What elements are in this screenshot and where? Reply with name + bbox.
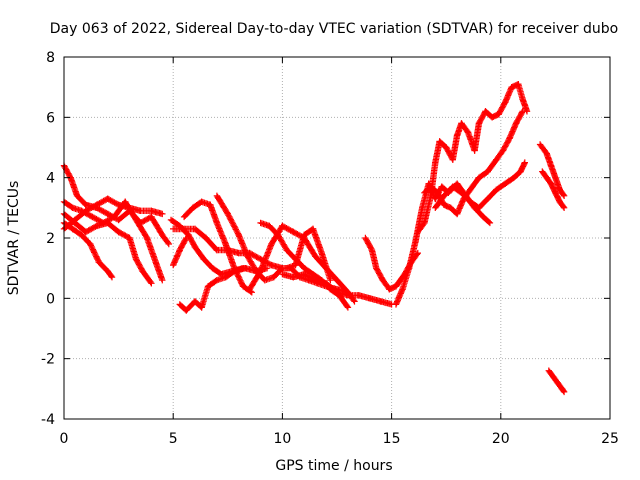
- y-tick-label: 6: [46, 110, 55, 126]
- data-point-run: [246, 268, 264, 293]
- data-point-run: [104, 268, 116, 281]
- y-tick-label: -2: [41, 352, 55, 368]
- data-series-group: [60, 81, 568, 396]
- data-point-run: [519, 96, 531, 115]
- series-sat-w: [545, 367, 568, 396]
- data-point-run: [467, 174, 483, 193]
- series-sat-r: [414, 81, 531, 236]
- data-point-run: [274, 231, 290, 254]
- data-point-run: [480, 213, 494, 227]
- x-tick-label: 0: [60, 431, 69, 447]
- data-point-run: [176, 234, 190, 254]
- y-tick-label: 8: [46, 50, 55, 66]
- data-point-run: [484, 156, 500, 175]
- data-point-run: [191, 243, 207, 263]
- data-point-run: [148, 213, 166, 239]
- series-sat-s: [421, 108, 526, 218]
- data-point-run: [512, 108, 526, 127]
- x-axis-label: GPS time / hours: [275, 458, 392, 474]
- data-point-run: [292, 231, 308, 269]
- data-point-run: [202, 234, 221, 254]
- series-sat-g: [170, 234, 190, 269]
- x-tick-label: 10: [273, 431, 291, 447]
- data-point-run: [224, 210, 242, 239]
- x-axis-ticks: 0 5 10 15 20 25: [60, 57, 619, 447]
- data-point-run: [373, 265, 387, 284]
- data-point-run: [362, 234, 376, 254]
- data-point-run: [257, 240, 275, 275]
- data-point-run: [421, 192, 435, 227]
- data-point-run: [191, 225, 210, 242]
- y-axis-label: SDTVAR / TECUs: [6, 181, 22, 296]
- data-point-run: [152, 258, 166, 284]
- x-tick-label: 5: [169, 431, 178, 447]
- series-sat-n: [279, 271, 395, 308]
- data-point-run: [366, 295, 384, 305]
- chart-title: Day 063 of 2022, Sidereal Day-to-day VTE…: [50, 21, 618, 37]
- data-point-run: [185, 231, 199, 251]
- series-sat-e: [60, 210, 155, 287]
- series-sat-d: [60, 195, 166, 233]
- data-point-run: [333, 277, 352, 296]
- data-point-run: [132, 255, 146, 275]
- data-point-run: [517, 159, 528, 175]
- data-point-run: [556, 186, 568, 199]
- series-sat-v: [539, 168, 568, 211]
- y-tick-label: 4: [46, 171, 55, 187]
- data-point-run: [471, 120, 483, 154]
- data-point-run: [322, 280, 341, 296]
- series-sat-u: [536, 141, 568, 199]
- y-tick-label: -4: [41, 412, 55, 428]
- data-point-run: [318, 249, 334, 284]
- x-tick-label: 15: [383, 431, 401, 447]
- y-tick-label: 0: [46, 291, 55, 307]
- data-point-run: [432, 192, 448, 211]
- data-point-run: [495, 99, 509, 118]
- data-point-run: [132, 216, 151, 242]
- data-point-run: [244, 252, 260, 275]
- data-point-run: [159, 231, 172, 248]
- data-point-run: [449, 132, 461, 163]
- data-point-run: [104, 219, 122, 236]
- data-point-run: [139, 268, 155, 287]
- data-point-run: [556, 198, 568, 211]
- data-point-run: [148, 207, 166, 218]
- y-axis-ticks: -4 -2 0 2 4 6 8: [41, 50, 610, 428]
- y-tick-label: 2: [46, 231, 55, 247]
- data-point-run: [405, 237, 419, 272]
- series-sat-o: [283, 225, 334, 284]
- data-point-run: [558, 385, 568, 396]
- data-point-run: [377, 298, 395, 308]
- x-tick-label: 20: [492, 431, 510, 447]
- x-tick-label: 25: [601, 431, 619, 447]
- data-point-run: [213, 192, 231, 218]
- series-sat-t: [432, 159, 528, 211]
- data-point-run: [499, 135, 513, 154]
